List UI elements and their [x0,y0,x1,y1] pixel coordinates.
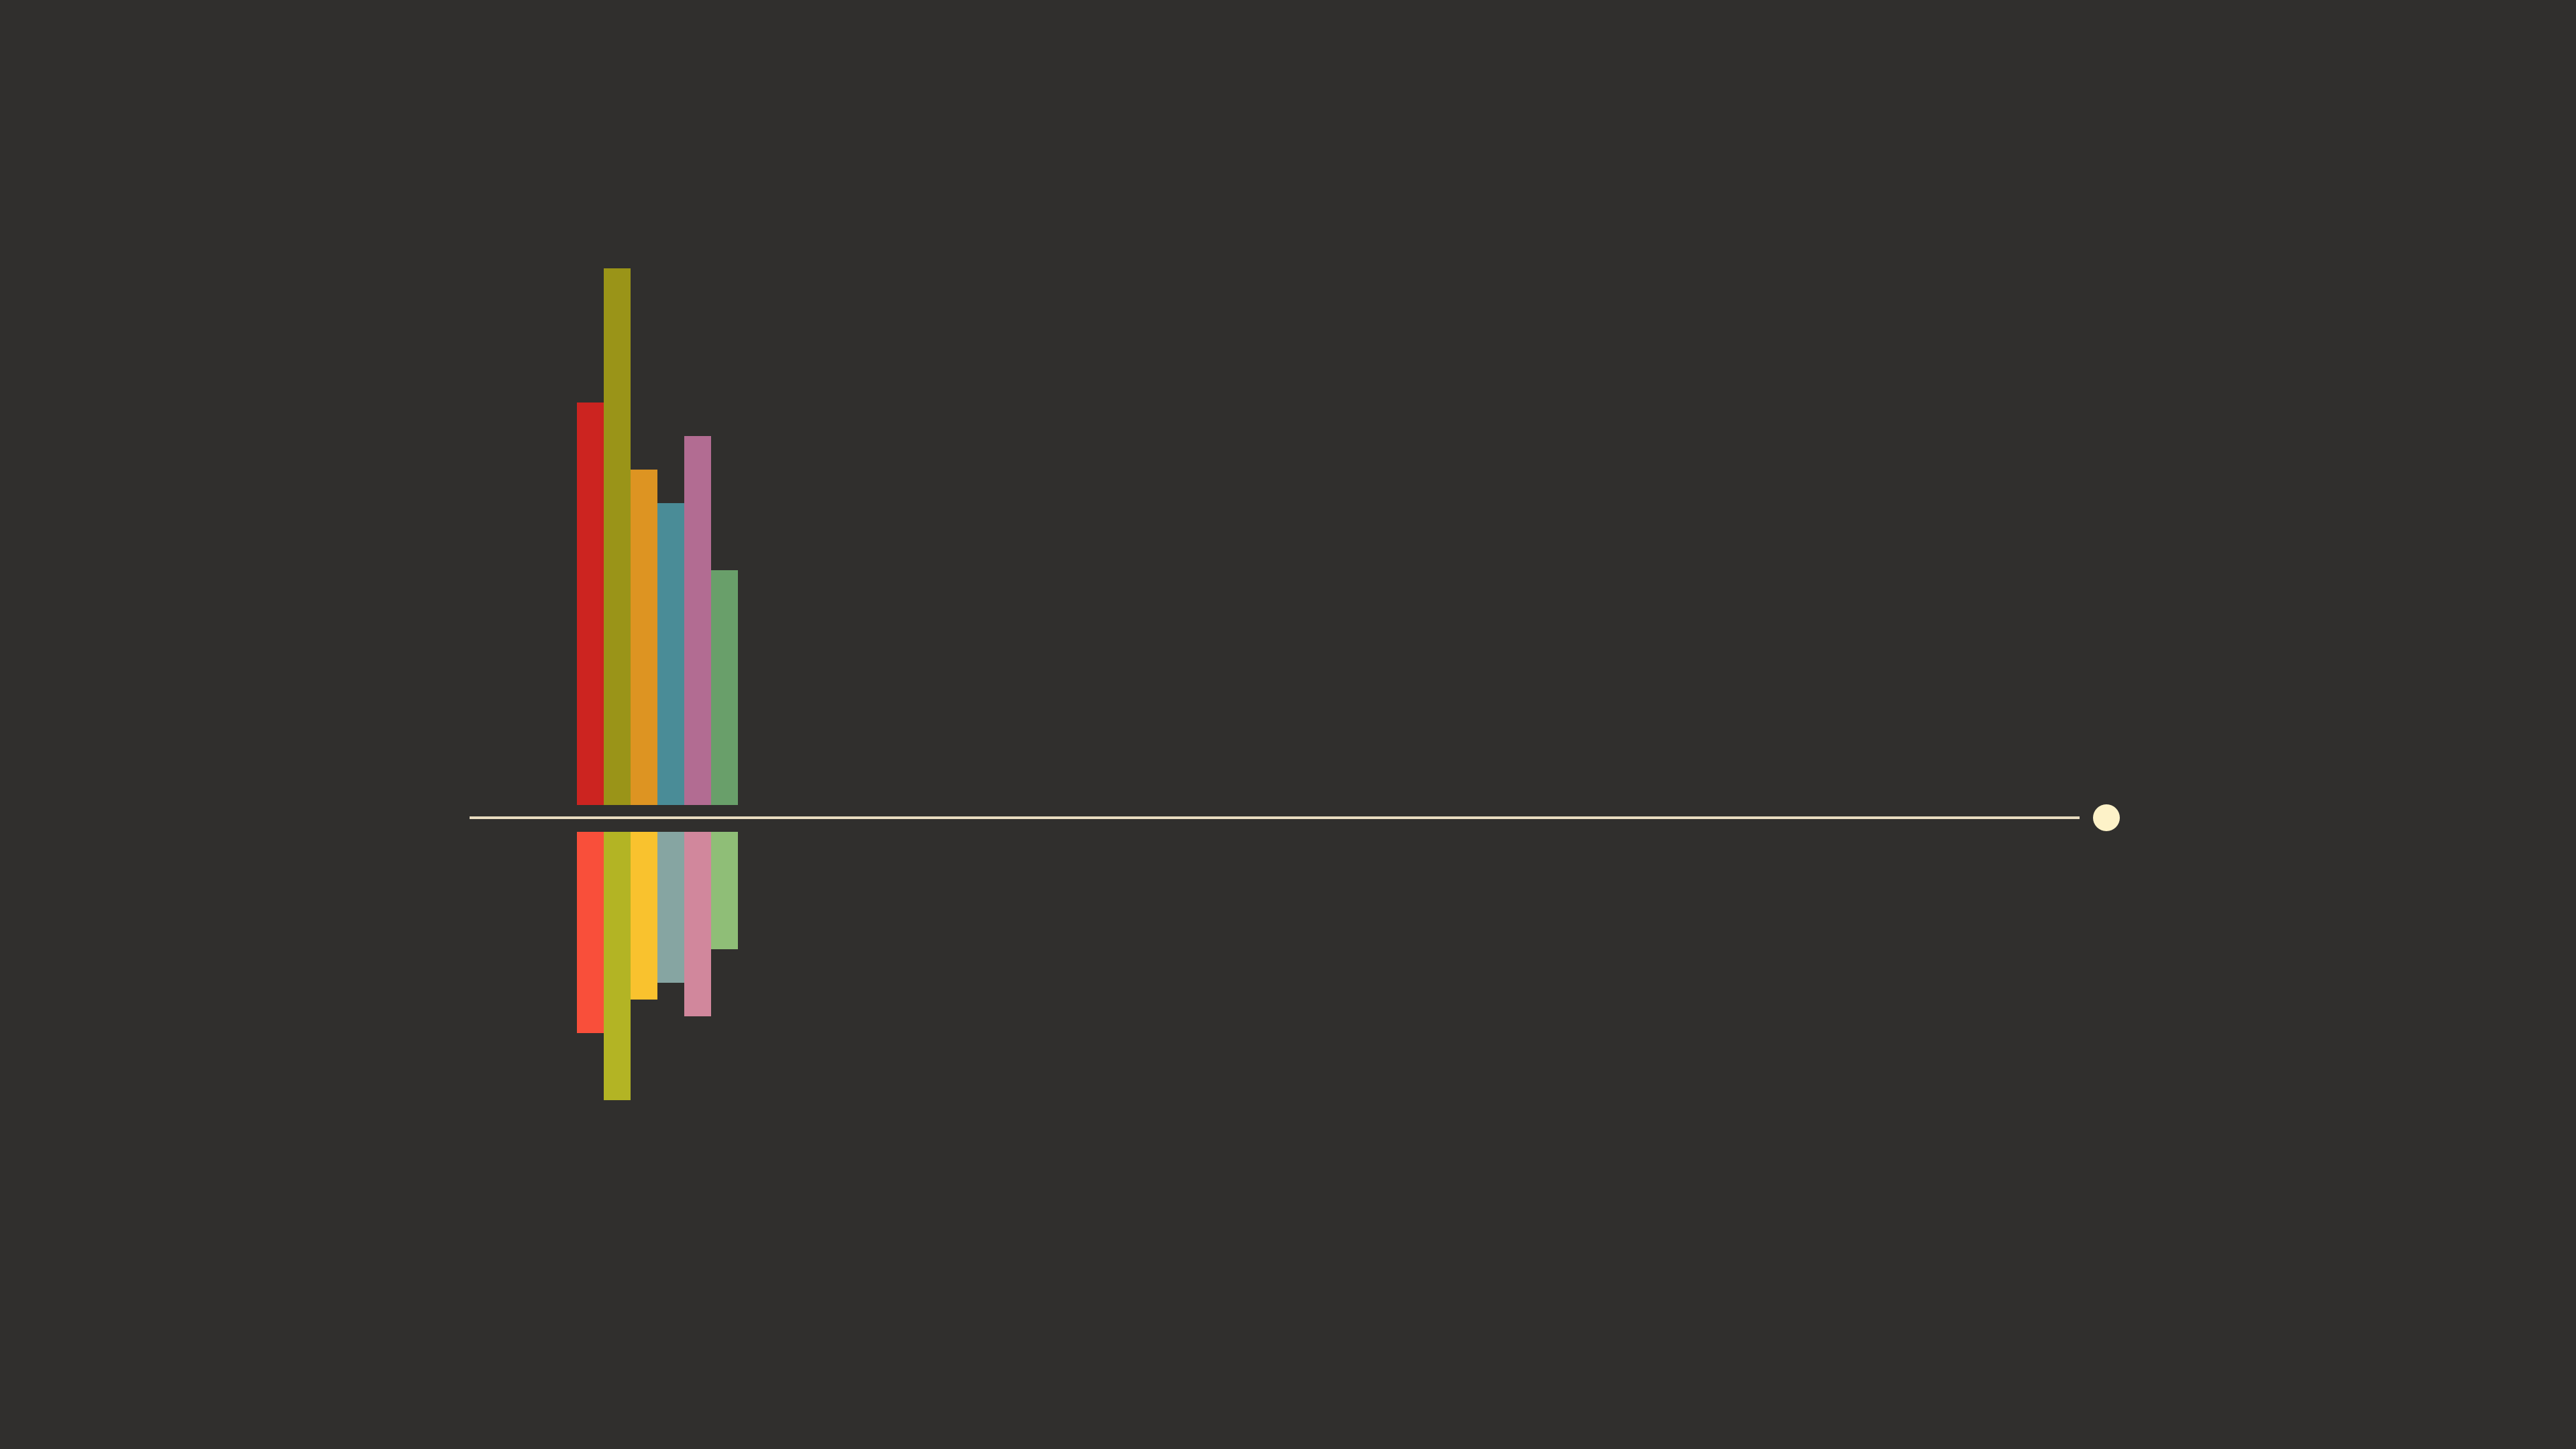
timeline-knob[interactable] [2093,804,2120,831]
upper-bar-6 [711,570,738,805]
lower-bar-group [577,832,738,1100]
upper-bar-5 [684,436,711,805]
upper-bar-3 [631,470,657,805]
lower-bar-2 [604,832,631,1100]
lower-bar-1 [577,832,604,1033]
upper-bar-4 [657,503,684,805]
upper-bar-group [577,268,738,805]
upper-bar-2 [604,268,631,805]
lower-bar-3 [631,832,657,1000]
lower-bar-5 [684,832,711,1016]
lower-bar-4 [657,832,684,983]
lower-bar-6 [711,832,738,949]
upper-bar-1 [577,402,604,805]
